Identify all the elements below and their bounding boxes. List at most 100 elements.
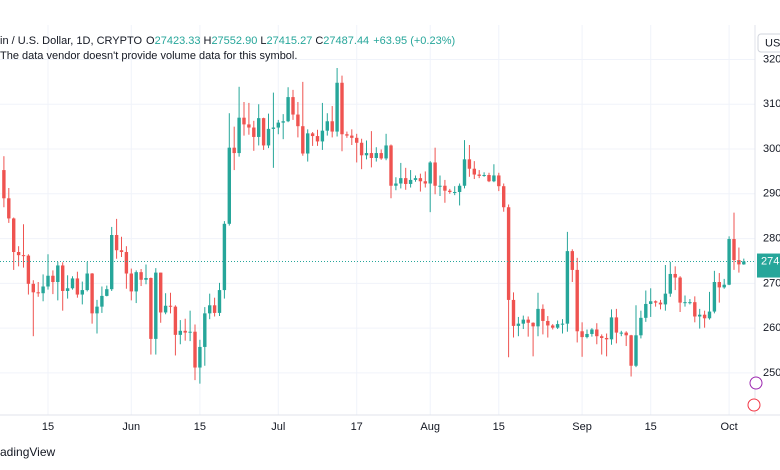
candle-body	[306, 133, 310, 154]
price-tag	[757, 253, 780, 278]
candle-body	[590, 329, 594, 334]
candle-body	[614, 317, 619, 333]
candle-body	[114, 235, 119, 251]
candle-body	[394, 183, 398, 186]
candle-body	[271, 127, 276, 129]
candles	[2, 67, 746, 384]
candle-body	[634, 335, 638, 366]
candle-body	[364, 153, 369, 156]
candle-body	[325, 121, 329, 131]
candle-body	[448, 190, 452, 193]
candle-body	[511, 299, 516, 326]
candle-body	[688, 302, 692, 304]
candle-body	[541, 308, 545, 321]
candle-body	[707, 311, 712, 319]
candle-body	[737, 260, 741, 265]
candle-body	[178, 330, 182, 335]
candle-body	[418, 178, 423, 182]
candle-body	[408, 179, 413, 184]
candle-body	[163, 305, 168, 313]
candle-body	[423, 181, 427, 184]
candle-body	[374, 153, 378, 158]
ohlc-value: 27552.90	[211, 35, 257, 47]
candle-body	[330, 121, 334, 132]
candle-body	[433, 162, 437, 186]
candle-body	[619, 332, 623, 334]
candle-body	[12, 218, 16, 253]
change: +63.95 (+0.23%)	[373, 35, 455, 47]
ohlc-label: C	[315, 35, 323, 47]
candle-body	[168, 305, 173, 307]
candle-body	[310, 133, 315, 137]
candle-body	[56, 265, 60, 283]
candle-body	[198, 346, 202, 368]
candle-body	[16, 252, 21, 256]
candle-body	[359, 142, 364, 156]
candle-body	[212, 305, 217, 313]
candle-body	[467, 159, 472, 169]
candle-body	[472, 168, 476, 175]
candle-body	[85, 273, 89, 291]
currency: USD	[765, 37, 780, 49]
candle-body	[457, 185, 462, 193]
candle-body	[7, 198, 11, 219]
candle-body	[404, 178, 408, 184]
candle-body	[350, 135, 354, 138]
candle-body	[61, 265, 65, 291]
candle-body	[521, 319, 525, 324]
y-tick-label: 32000	[763, 53, 780, 65]
candle-body	[722, 284, 726, 288]
ohlc-value: 27487.44	[323, 35, 369, 47]
candle-body	[482, 175, 486, 176]
candle-body	[242, 117, 246, 125]
candle-body	[644, 303, 648, 318]
candle-body	[702, 314, 707, 319]
ohlc-value: 27415.27	[266, 35, 312, 47]
candle-body	[31, 283, 35, 293]
candle-body	[203, 313, 207, 347]
candle-body	[389, 145, 393, 186]
event-icon[interactable]	[747, 398, 761, 412]
candle-body	[110, 235, 114, 290]
candle-body	[492, 175, 496, 182]
candle-body	[506, 207, 511, 300]
candle-body	[335, 82, 339, 132]
y-tick-label: 30000	[763, 143, 780, 155]
x-tick-label: Jun	[122, 421, 140, 433]
candle-body	[673, 273, 677, 278]
candle-body	[555, 324, 560, 328]
currency-box[interactable]	[757, 33, 780, 53]
brand: adingView	[0, 445, 55, 459]
candle-body	[100, 295, 104, 307]
candle-body	[487, 175, 491, 182]
x-tick-label: 17	[351, 421, 363, 433]
price-tag-label: 27487.44	[761, 255, 780, 267]
candle-body	[227, 147, 231, 224]
candle-body	[139, 272, 143, 280]
candle-body	[237, 117, 241, 154]
y-tick-label: 31000	[763, 98, 780, 110]
y-tick-label: 28000	[763, 232, 780, 244]
candle-body	[144, 277, 148, 280]
x-tick-label: Sep	[572, 421, 592, 433]
candle-body	[595, 329, 599, 337]
candle-body	[149, 277, 153, 339]
candle-body	[565, 251, 570, 324]
x-tick-label: Jul	[271, 421, 285, 433]
candle-body	[46, 275, 50, 287]
candle-body	[428, 162, 432, 184]
candle-body	[2, 170, 6, 199]
candle-body	[683, 302, 687, 304]
candle-body	[257, 118, 261, 137]
candle-body	[639, 317, 643, 336]
event-icon[interactable]	[749, 376, 763, 390]
candle-body	[732, 239, 736, 261]
ohlc-label: H	[203, 35, 211, 47]
candle-body	[95, 306, 99, 314]
candle-body	[65, 288, 70, 291]
candle-body	[232, 147, 236, 154]
candle-body	[663, 293, 668, 305]
candle-body	[340, 82, 344, 135]
candle-body	[301, 126, 305, 154]
